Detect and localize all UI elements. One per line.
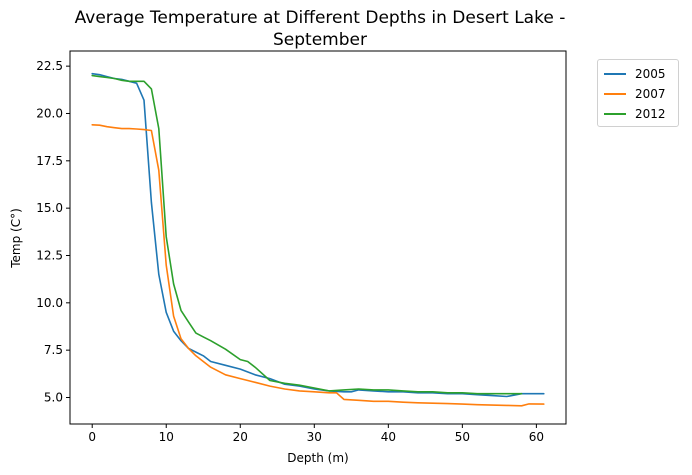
y-tick-label: 20.0 [36, 106, 63, 120]
x-tick-label: 30 [307, 430, 322, 444]
x-tick-label: 20 [233, 430, 248, 444]
series-layer [91, 72, 545, 407]
legend-label-2012: 2012 [635, 107, 666, 121]
x-axis: 0 10 20 30 40 50 60 [88, 424, 544, 444]
y-axis-label: Temp (C°) [9, 208, 23, 269]
y-tick-label: 5.0 [44, 390, 63, 404]
plot-frame [69, 50, 567, 425]
legend: 2005 2007 2012 [597, 59, 679, 127]
chart-title-line-1: Average Temperature at Different Depths … [74, 8, 566, 28]
legend-swatch-2007 [604, 93, 626, 95]
y-tick-label: 7.5 [44, 343, 63, 357]
legend-swatch-2005 [604, 73, 626, 75]
y-tick-label: 12.5 [36, 248, 63, 262]
y-tick-label: 10.0 [36, 296, 63, 310]
legend-item-2005: 2005 [604, 65, 666, 83]
series-line-2005 [91, 72, 545, 398]
legend-swatch-2012 [604, 113, 626, 115]
x-tick-label: 50 [455, 430, 470, 444]
plot-area [70, 51, 566, 424]
x-axis-label: Depth (m) [287, 451, 348, 465]
x-tick-label: 0 [88, 430, 96, 444]
legend-item-2012: 2012 [604, 105, 666, 123]
series-line-2007 [91, 124, 545, 407]
legend-item-2007: 2007 [604, 85, 666, 103]
y-tick-label: 15.0 [36, 201, 63, 215]
chart-title-line-2: September [273, 30, 367, 50]
y-axis: 5.0 7.5 10.0 12.5 15.0 17.5 20.0 22.5 [36, 59, 70, 404]
x-tick-label: 40 [381, 430, 396, 444]
x-tick-label: 60 [529, 430, 544, 444]
x-tick-label: 10 [159, 430, 174, 444]
y-tick-label: 17.5 [36, 154, 63, 168]
legend-label-2007: 2007 [635, 87, 666, 101]
legend-label-2005: 2005 [635, 67, 666, 81]
series-line-2012 [91, 74, 523, 395]
y-tick-label: 22.5 [36, 59, 63, 73]
